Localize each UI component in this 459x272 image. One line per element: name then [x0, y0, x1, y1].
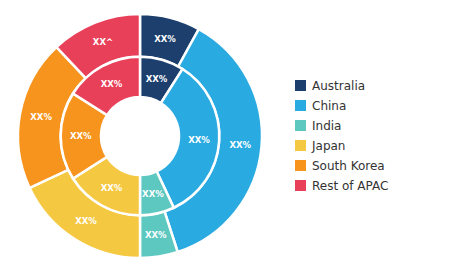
inner-ring: XX% XX% XX% XX% XX% XX%: [61, 57, 220, 216]
legend-label: China: [312, 99, 346, 113]
legend-swatch: [295, 100, 306, 111]
data-label: XX%: [145, 230, 167, 240]
legend-label: India: [312, 119, 341, 133]
slice: [73, 57, 140, 115]
legend-item: Australia: [295, 79, 365, 93]
slice: [140, 171, 174, 215]
legend-label: Japan: [311, 139, 345, 153]
legend-item: Rest of APAC: [295, 179, 388, 193]
legend-item: India: [295, 119, 341, 133]
legend-item: China: [295, 99, 346, 113]
legend-swatch: [295, 80, 306, 91]
legend-label: Australia: [312, 79, 365, 93]
data-label: XX^: [93, 37, 113, 47]
data-label: XX%: [75, 216, 97, 226]
data-label: XX%: [188, 135, 210, 145]
data-label: XX%: [154, 34, 176, 44]
legend-swatch: [295, 140, 306, 151]
slice: [140, 211, 178, 258]
legend-swatch: [295, 160, 306, 171]
legend-swatch: [295, 180, 306, 191]
data-label: XX%: [70, 131, 92, 141]
data-label: XX%: [101, 183, 123, 193]
outer-ring: XX% XX% XX% XX% XX% XX^: [18, 14, 262, 258]
legend-swatch: [295, 120, 306, 131]
data-label: XX%: [101, 79, 123, 89]
data-label: XX%: [30, 112, 52, 122]
legend: Australia China India Japan South Korea Rest …: [295, 79, 388, 193]
data-label: XX%: [142, 189, 164, 199]
legend-item: South Korea: [295, 159, 385, 173]
legend-label: South Korea: [312, 159, 385, 173]
data-label: XX%: [229, 140, 251, 150]
pie: XX% XX% XX% XX% XX% XX^ XX% XX% XX% XX% XX% XX%: [18, 14, 262, 258]
legend-item: Japan: [295, 139, 345, 153]
data-label: XX%: [146, 74, 168, 84]
slice: [157, 69, 220, 208]
legend-label: Rest of APAC: [312, 179, 388, 193]
chart: XX% XX% XX% XX% XX% XX^ XX% XX% XX% XX% XX% XX% Aust…: [0, 0, 459, 272]
